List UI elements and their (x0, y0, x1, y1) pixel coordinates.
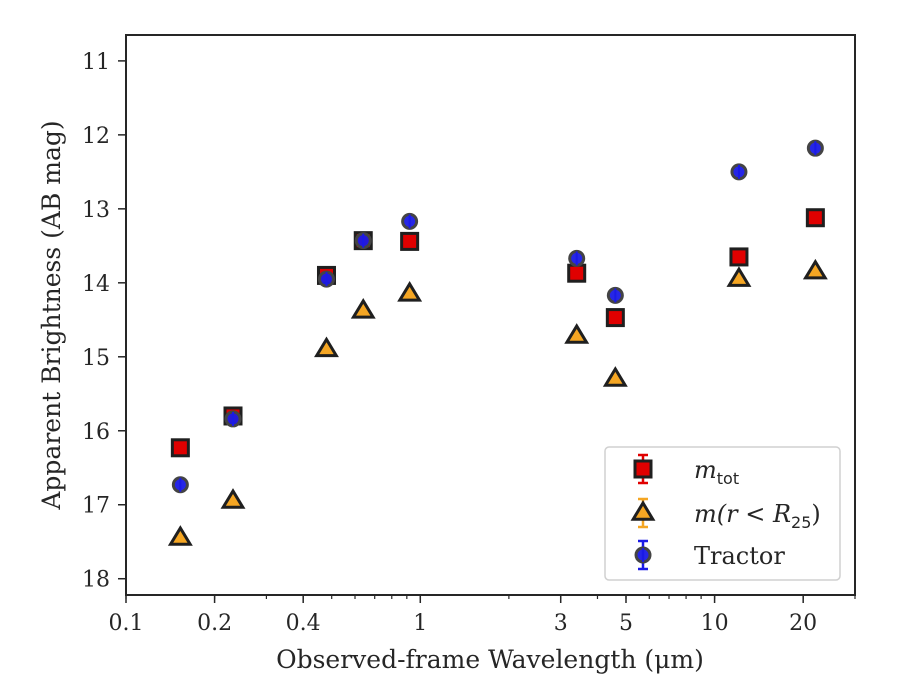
square-marker (170, 438, 190, 458)
triangle-marker (314, 336, 339, 358)
data-point-triangle (726, 266, 752, 287)
square-marker (605, 308, 625, 328)
x-tick-label: 0.2 (197, 611, 232, 636)
legend: mtot m(r < R25) Tractor (604, 446, 841, 581)
triangle-marker (802, 258, 828, 280)
data-point-square (729, 247, 749, 267)
data-point-square (400, 231, 420, 251)
x-tick-label: 20 (789, 611, 817, 636)
legend-label: Tractor (694, 542, 785, 570)
data-point-circle (806, 139, 824, 157)
y-tick-label: 15 (82, 346, 110, 371)
square-marker (633, 459, 653, 479)
triangle-marker (167, 525, 193, 546)
data-point-triangle (220, 488, 246, 509)
square-marker (805, 208, 825, 228)
y-tick-label: 12 (82, 124, 110, 149)
data-point-circle (224, 410, 242, 428)
data-point-circle (606, 286, 624, 304)
data-point-triangle (397, 281, 423, 302)
legend-box (604, 446, 841, 581)
square-marker (729, 247, 749, 267)
y-tick-label: 18 (82, 568, 110, 593)
triangle-marker (726, 266, 752, 287)
square-marker (400, 231, 420, 251)
data-point-triangle (564, 323, 590, 344)
x-tick-label: 0.1 (109, 611, 144, 636)
data-point-triangle (167, 525, 193, 546)
x-axis-title: Observed-frame Wavelength (μm) (276, 645, 704, 674)
y-tick-label: 17 (82, 494, 110, 519)
y-tick-label: 13 (82, 198, 110, 223)
y-tick-label: 14 (82, 272, 110, 297)
legend-marker-square (633, 459, 653, 479)
data-point-circle (317, 270, 335, 288)
triangle-marker (397, 281, 423, 302)
data-point-circle (354, 232, 372, 250)
y-axis-title: Apparent Brightness (AB mag) (37, 120, 66, 510)
data-point-square (805, 208, 825, 228)
triangle-marker (602, 366, 628, 387)
triangle-marker (220, 488, 246, 509)
x-tick-label: 1 (413, 611, 427, 636)
data-point-triangle (802, 258, 828, 280)
x-tick-label: 10 (701, 611, 729, 636)
axes-frame (125, 34, 856, 596)
data-point-triangle (602, 366, 628, 387)
legend-marker-circle (634, 546, 652, 564)
data-point-circle (730, 163, 748, 181)
triangle-marker (564, 323, 590, 344)
square-marker (567, 263, 587, 283)
data-point-triangle (350, 298, 376, 319)
data-point-triangle (314, 336, 339, 358)
legend-label: mtot (694, 456, 739, 488)
x-tick-label: 5 (619, 611, 633, 636)
legend-label: m(r < R25) (694, 500, 821, 532)
y-tick-label: 16 (82, 420, 110, 445)
data-point-circle (568, 249, 586, 267)
x-tick-label: 0.4 (286, 611, 321, 636)
data-point-square (567, 263, 587, 283)
data-point-square (605, 308, 625, 328)
legend-marker-triangle (630, 500, 656, 521)
data-point-circle (401, 212, 419, 230)
x-tick-label: 3 (554, 611, 568, 636)
data-point-square (170, 438, 190, 458)
triangle-marker (350, 298, 376, 319)
y-tick-label: 11 (82, 50, 110, 75)
data-point-circle (171, 476, 189, 494)
triangle-marker (630, 500, 656, 521)
